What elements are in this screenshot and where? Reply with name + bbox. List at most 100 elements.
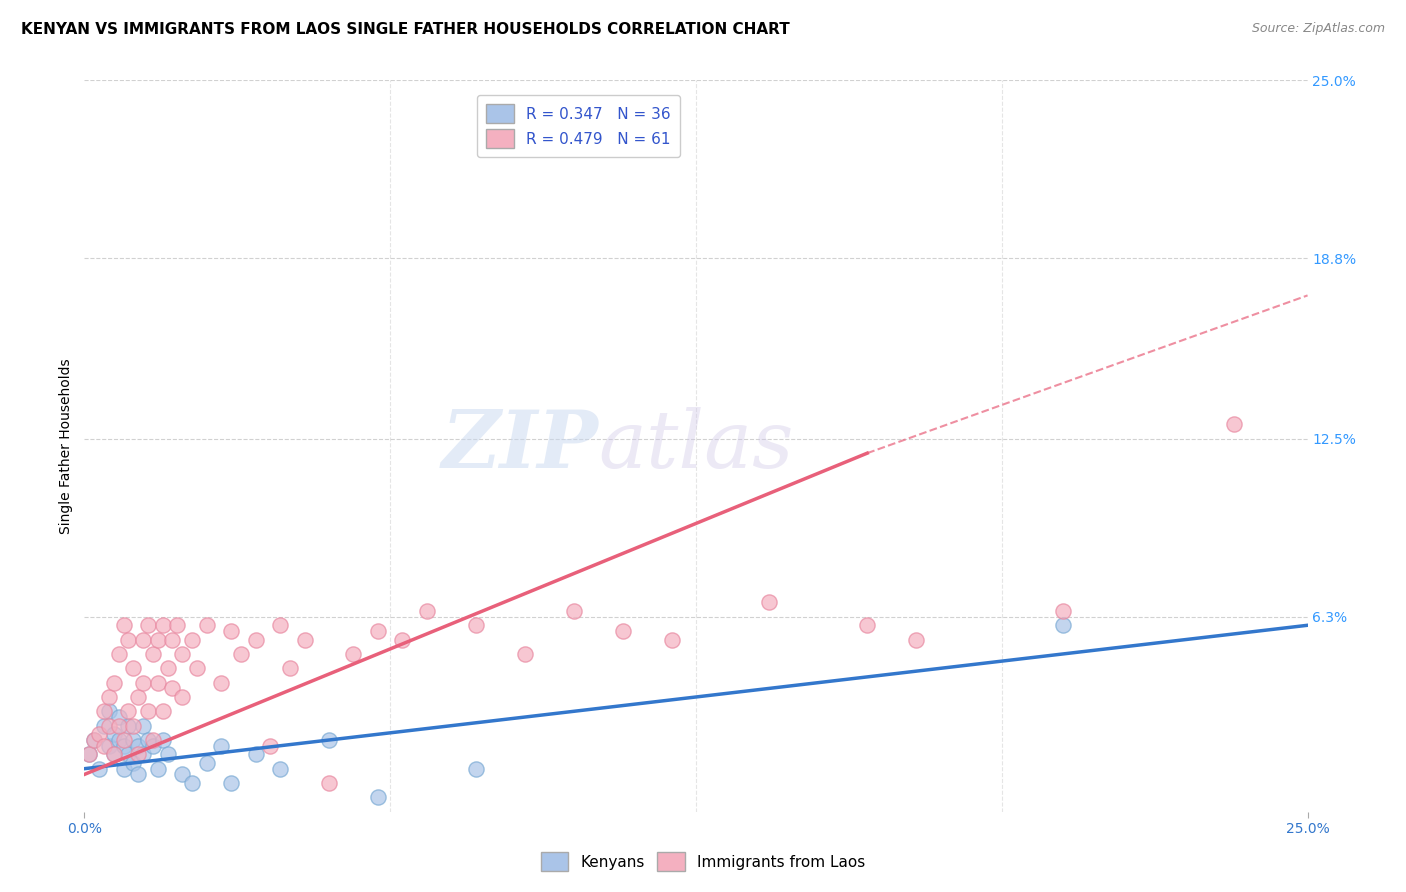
Point xyxy=(107,719,129,733)
Point xyxy=(122,756,145,770)
Point xyxy=(127,690,149,704)
Point xyxy=(1052,618,1074,632)
Point xyxy=(103,675,125,690)
Point xyxy=(93,704,115,718)
Point xyxy=(856,618,879,632)
Point xyxy=(107,710,129,724)
Point xyxy=(142,647,165,661)
Point xyxy=(464,762,486,776)
Point xyxy=(132,719,155,733)
Point xyxy=(1052,604,1074,618)
Point xyxy=(172,690,194,704)
Point xyxy=(97,719,120,733)
Point xyxy=(166,618,188,632)
Point xyxy=(112,739,135,753)
Point xyxy=(464,618,486,632)
Point xyxy=(93,719,115,733)
Point xyxy=(318,733,340,747)
Point xyxy=(83,733,105,747)
Point xyxy=(127,747,149,762)
Point xyxy=(97,704,120,718)
Point xyxy=(132,632,155,647)
Point xyxy=(758,595,780,609)
Point xyxy=(142,739,165,753)
Point xyxy=(245,632,267,647)
Point xyxy=(661,632,683,647)
Point xyxy=(209,675,232,690)
Point xyxy=(269,618,291,632)
Point xyxy=(259,739,281,753)
Point xyxy=(122,733,145,747)
Point xyxy=(195,618,218,632)
Point xyxy=(278,661,301,675)
Point xyxy=(97,690,120,704)
Text: KENYAN VS IMMIGRANTS FROM LAOS SINGLE FATHER HOUSEHOLDS CORRELATION CHART: KENYAN VS IMMIGRANTS FROM LAOS SINGLE FA… xyxy=(21,22,790,37)
Point xyxy=(172,647,194,661)
Point xyxy=(513,647,536,661)
Text: atlas: atlas xyxy=(598,408,793,484)
Point xyxy=(146,762,169,776)
Point xyxy=(122,719,145,733)
Point xyxy=(77,747,100,762)
Point xyxy=(112,618,135,632)
Point xyxy=(152,733,174,747)
Point xyxy=(127,767,149,781)
Point xyxy=(83,733,105,747)
Point xyxy=(77,747,100,762)
Point xyxy=(181,776,204,790)
Point xyxy=(136,733,159,747)
Point xyxy=(219,776,242,790)
Point xyxy=(87,762,110,776)
Point xyxy=(152,618,174,632)
Point xyxy=(367,790,389,805)
Point xyxy=(97,739,120,753)
Point xyxy=(172,767,194,781)
Point xyxy=(245,747,267,762)
Point xyxy=(156,747,179,762)
Point xyxy=(162,681,184,696)
Point xyxy=(107,733,129,747)
Point xyxy=(122,661,145,675)
Point xyxy=(229,647,252,661)
Point xyxy=(162,632,184,647)
Point xyxy=(562,604,585,618)
Point xyxy=(152,704,174,718)
Point xyxy=(117,747,139,762)
Point xyxy=(127,739,149,753)
Point xyxy=(318,776,340,790)
Text: Source: ZipAtlas.com: Source: ZipAtlas.com xyxy=(1251,22,1385,36)
Point xyxy=(103,747,125,762)
Point xyxy=(103,727,125,741)
Point xyxy=(142,733,165,747)
Y-axis label: Single Father Households: Single Father Households xyxy=(59,359,73,533)
Point xyxy=(117,719,139,733)
Point xyxy=(132,747,155,762)
Point xyxy=(269,762,291,776)
Point xyxy=(112,762,135,776)
Point xyxy=(294,632,316,647)
Point xyxy=(103,747,125,762)
Point xyxy=(612,624,634,638)
Point xyxy=(87,727,110,741)
Point xyxy=(146,632,169,647)
Point xyxy=(117,632,139,647)
Point xyxy=(132,675,155,690)
Point xyxy=(416,604,439,618)
Text: ZIP: ZIP xyxy=(441,408,598,484)
Legend: R = 0.347   N = 36, R = 0.479   N = 61: R = 0.347 N = 36, R = 0.479 N = 61 xyxy=(477,95,681,157)
Point xyxy=(146,675,169,690)
Point xyxy=(112,733,135,747)
Point xyxy=(136,704,159,718)
Point xyxy=(905,632,928,647)
Point xyxy=(93,739,115,753)
Point xyxy=(156,661,179,675)
Point xyxy=(342,647,364,661)
Point xyxy=(209,739,232,753)
Point xyxy=(117,704,139,718)
Point xyxy=(195,756,218,770)
Point xyxy=(136,618,159,632)
Legend: Kenyans, Immigrants from Laos: Kenyans, Immigrants from Laos xyxy=(534,847,872,877)
Point xyxy=(181,632,204,647)
Point xyxy=(186,661,208,675)
Point xyxy=(391,632,413,647)
